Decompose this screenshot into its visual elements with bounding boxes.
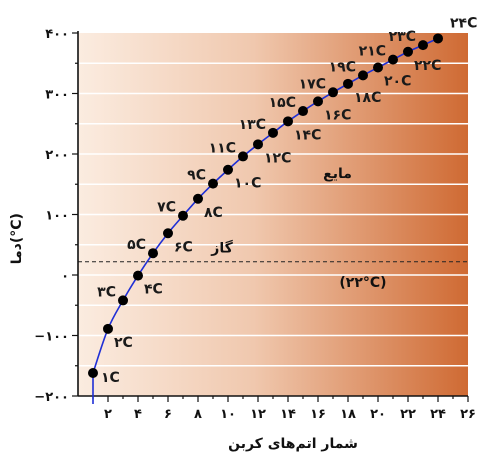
point-label: ۲۲C — [414, 58, 441, 74]
x-axis-title: شمار اتم‌های کربن — [228, 436, 358, 452]
data-point — [118, 295, 128, 306]
data-point — [313, 96, 323, 107]
data-point — [268, 127, 278, 138]
data-point — [208, 178, 218, 189]
point-label: ۱۲C — [264, 150, 291, 166]
data-point — [373, 62, 383, 73]
point-label: ۱۶C — [324, 107, 351, 123]
point-label: ۱۹C — [329, 59, 356, 75]
point-label: ۲C — [114, 335, 133, 351]
data-point — [253, 139, 263, 150]
x-tick-label: ۲۰ — [370, 407, 386, 422]
reference-line-label: (۲۲°C) — [339, 275, 386, 291]
x-tick-labels: ۲ ۴ ۶ ۸ ۱۰ ۱۲ ۱۴ ۱۶ ۱۸ ۲۰ ۲۲ ۲۴ ۲۶ — [104, 407, 476, 422]
y-tick-label: −۲۰۰ — [34, 390, 69, 405]
x-tick-label: ۶ — [164, 407, 172, 422]
x-tick-label: ۲۲ — [400, 407, 416, 422]
data-point — [298, 106, 308, 117]
x-tick-label: ۱۲ — [250, 407, 266, 422]
data-point — [178, 210, 188, 221]
y-axis-title: دما(°C) — [9, 213, 25, 264]
data-point — [403, 46, 413, 57]
grid-lines — [78, 62, 468, 367]
point-label: ۲۴C — [450, 15, 477, 31]
point-label: ۱۴C — [294, 127, 321, 143]
x-tick-label: ۱۴ — [280, 407, 296, 422]
data-point — [343, 78, 353, 89]
data-point — [163, 228, 173, 239]
point-label: ۱۰C — [234, 176, 261, 192]
point-label: ۱C — [101, 370, 120, 386]
x-tick-label: ۱۶ — [310, 407, 326, 422]
point-label: ۲۰C — [384, 73, 411, 89]
y-tick-label: ۲۰۰ — [45, 148, 69, 163]
point-label: ۵C — [127, 237, 146, 253]
point-label: ۷C — [157, 200, 176, 216]
y-tick-label: −۱۰۰ — [34, 330, 69, 345]
point-label: ۶C — [174, 239, 193, 255]
point-label: ۲۳C — [389, 29, 416, 45]
point-label: ۴C — [144, 282, 163, 298]
x-tick-label: ۱۸ — [340, 407, 356, 422]
x-tick-label: ۲۶ — [460, 407, 476, 422]
data-point — [193, 193, 203, 204]
y-tick-labels: −۲۰۰ −۱۰۰ ۰ ۱۰۰ ۲۰۰ ۳۰۰ ۴۰۰ — [34, 27, 69, 405]
point-label: ۱۳C — [239, 117, 266, 133]
y-tick-label: ۴۰۰ — [45, 27, 69, 42]
point-label: ۱۵C — [269, 95, 296, 111]
data-point — [103, 323, 113, 334]
point-label: ۱۸C — [354, 90, 381, 106]
y-tick-label: ۰ — [61, 269, 69, 284]
data-points — [88, 33, 443, 379]
data-point — [283, 116, 293, 127]
point-label: ۳C — [97, 284, 116, 300]
x-tick-label: ۸ — [194, 407, 202, 422]
x-tick-label: ۲۴ — [430, 407, 446, 422]
data-point — [223, 164, 233, 175]
x-tick-label: ۴ — [134, 407, 142, 422]
axes — [72, 31, 469, 402]
point-label: ۹C — [187, 168, 206, 184]
point-label: ۲۱C — [359, 44, 386, 60]
data-point — [88, 368, 98, 379]
data-point — [358, 70, 368, 81]
data-point — [238, 151, 248, 162]
region-label-gas: گاز — [210, 240, 233, 257]
point-label: ۸C — [204, 205, 223, 221]
region-label-liquid: مایع — [323, 166, 352, 182]
x-tick-label: ۱۰ — [220, 407, 236, 422]
data-point — [388, 54, 398, 65]
y-tick-label: ۳۰۰ — [45, 88, 69, 103]
y-tick-label: ۱۰۰ — [45, 209, 69, 224]
data-point — [418, 40, 428, 51]
data-point — [148, 248, 158, 259]
data-point — [328, 87, 338, 98]
point-label: ۱۷C — [299, 76, 326, 92]
data-point — [433, 33, 443, 44]
x-tick-label: ۲ — [104, 407, 112, 422]
data-point — [133, 270, 143, 281]
point-label: ۱۱C — [209, 140, 236, 156]
